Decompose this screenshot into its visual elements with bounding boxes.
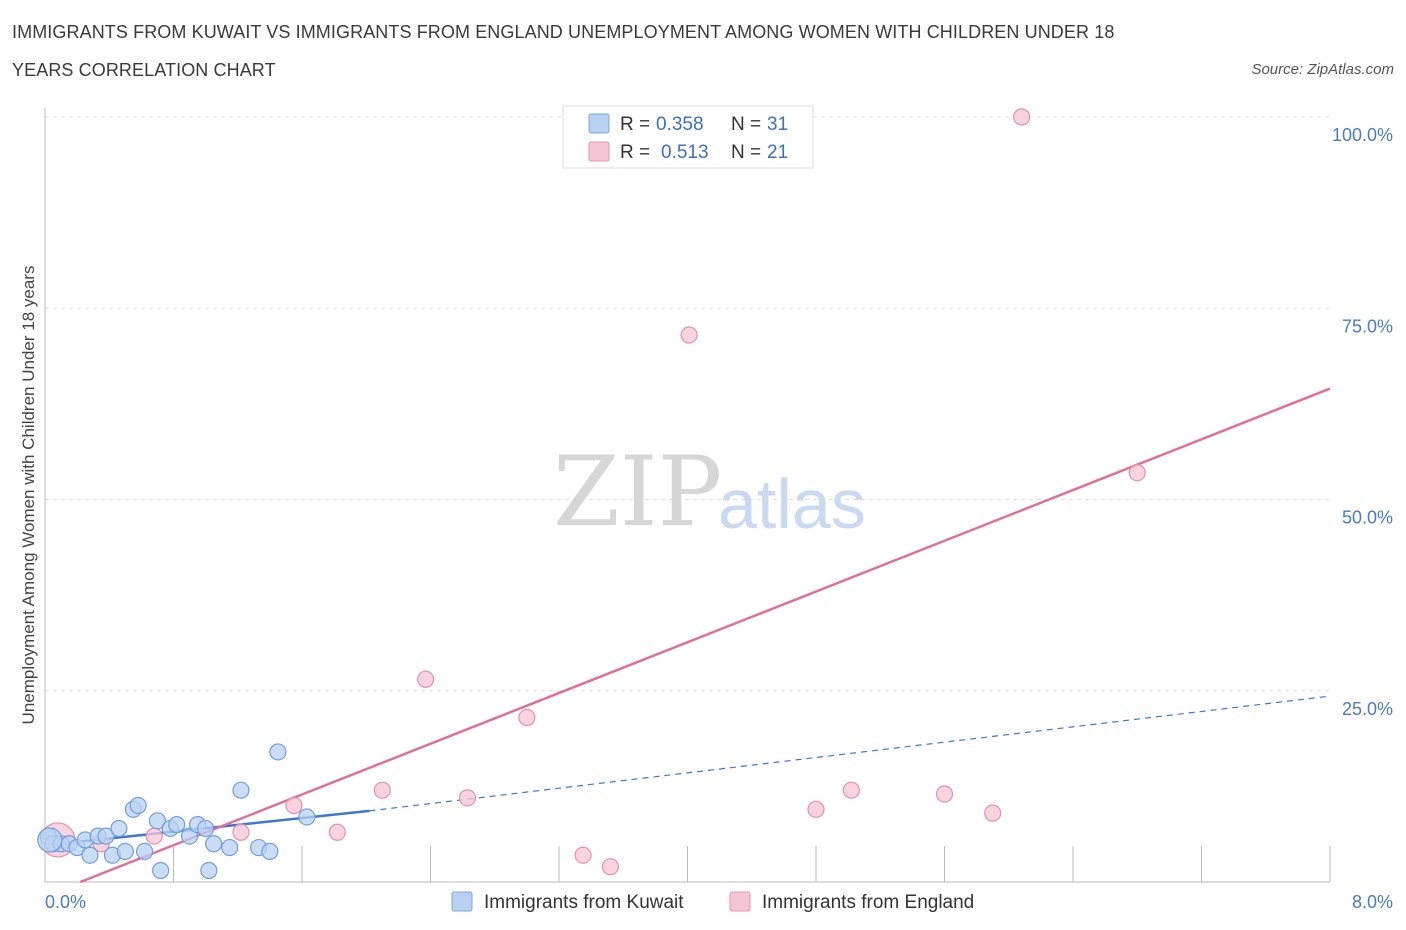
- data-points: [37, 108, 1146, 880]
- point-kuwait-8: [97, 827, 115, 845]
- point-kuwait-29: [298, 808, 316, 826]
- point-kuwait-22: [200, 861, 218, 880]
- point-england-14: [807, 800, 825, 818]
- point-england-15: [842, 781, 860, 799]
- bottom-legend-england: Immigrants from England: [762, 892, 974, 913]
- point-england-8: [458, 789, 477, 807]
- point-kuwait-15: [148, 812, 167, 830]
- grid-lines: [45, 116, 1330, 692]
- point-kuwait-11: [116, 842, 134, 861]
- legend-swatch-kuwait: [588, 113, 610, 134]
- point-kuwait-23: [205, 835, 223, 853]
- legend-n-label-england: N =: [731, 142, 761, 163]
- legend: R = 0.358 N = 31 R = 0.513 N = 21: [562, 105, 814, 169]
- point-kuwait-14: [135, 842, 154, 861]
- point-kuwait-28: [269, 743, 287, 761]
- chart-title-line1: IMMIGRANTS FROM KUWAIT VS IMMIGRANTS FRO…: [12, 22, 1115, 42]
- watermark-atlas: atlas: [718, 465, 866, 543]
- y-tick-label-3: 100.0%: [1332, 125, 1393, 145]
- legend-r-england: 0.513: [661, 142, 709, 163]
- point-england-9: [518, 708, 536, 727]
- point-england-7: [417, 670, 435, 688]
- x-tick-labels: 0.0% 8.0%: [45, 892, 1393, 912]
- point-england-16: [935, 785, 954, 803]
- point-england-11: [601, 858, 620, 876]
- point-kuwait-27: [261, 842, 279, 861]
- point-kuwait-30: [37, 827, 63, 853]
- x-tick-label-max: 8.0%: [1352, 892, 1393, 912]
- bottom-legend-swatch-england: [729, 891, 751, 912]
- point-kuwait-6: [81, 846, 99, 864]
- y-axis-label: Unemployment Among Women with Children U…: [19, 266, 38, 725]
- point-england-18: [1012, 108, 1031, 126]
- legend-r-kuwait: 0.358: [656, 114, 704, 135]
- point-kuwait-25: [232, 781, 250, 799]
- watermark: ZIP atlas: [553, 436, 866, 548]
- point-kuwait-16: [152, 861, 170, 880]
- legend-r-label-england: R =: [620, 142, 650, 163]
- axes: [44, 108, 1331, 883]
- point-england-17: [984, 804, 1002, 822]
- bottom-legend-kuwait: Immigrants from Kuwait: [484, 892, 684, 913]
- y-tick-labels: 25.0% 50.0% 75.0% 100.0%: [1332, 125, 1393, 719]
- point-england-19: [1128, 464, 1146, 482]
- point-england-6: [373, 781, 391, 799]
- point-kuwait-13: [129, 796, 147, 815]
- point-england-2: [145, 827, 163, 845]
- legend-swatch-england: [588, 141, 610, 162]
- y-tick-label-0: 25.0%: [1342, 699, 1393, 719]
- trend-line-kuwait-extrapolated: [369, 695, 1331, 812]
- watermark-zip: ZIP: [553, 436, 722, 548]
- y-tick-label-1: 50.0%: [1342, 508, 1393, 528]
- point-kuwait-21: [197, 819, 215, 838]
- point-england-3: [232, 823, 250, 841]
- x-tick-label-min: 0.0%: [45, 892, 86, 912]
- chart-title-line2: YEARS CORRELATION CHART: [12, 60, 276, 80]
- point-england-5: [328, 823, 346, 841]
- bottom-legend: Immigrants from Kuwait Immigrants from E…: [451, 891, 974, 913]
- legend-n-label-kuwait: N =: [731, 114, 761, 135]
- bottom-legend-swatch-kuwait: [451, 891, 473, 912]
- source-label: Source: ZipAtlas.com: [1251, 61, 1394, 78]
- point-england-13: [680, 326, 698, 344]
- point-england-10: [574, 846, 592, 864]
- y-tick-label-2: 75.0%: [1342, 316, 1393, 336]
- legend-n-kuwait: 31: [767, 114, 788, 135]
- point-kuwait-24: [221, 838, 239, 857]
- legend-n-england: 21: [767, 142, 788, 163]
- point-kuwait-10: [110, 819, 128, 838]
- point-england-4: [285, 796, 303, 815]
- legend-r-label-kuwait: R =: [620, 114, 650, 135]
- point-kuwait-18: [168, 816, 186, 834]
